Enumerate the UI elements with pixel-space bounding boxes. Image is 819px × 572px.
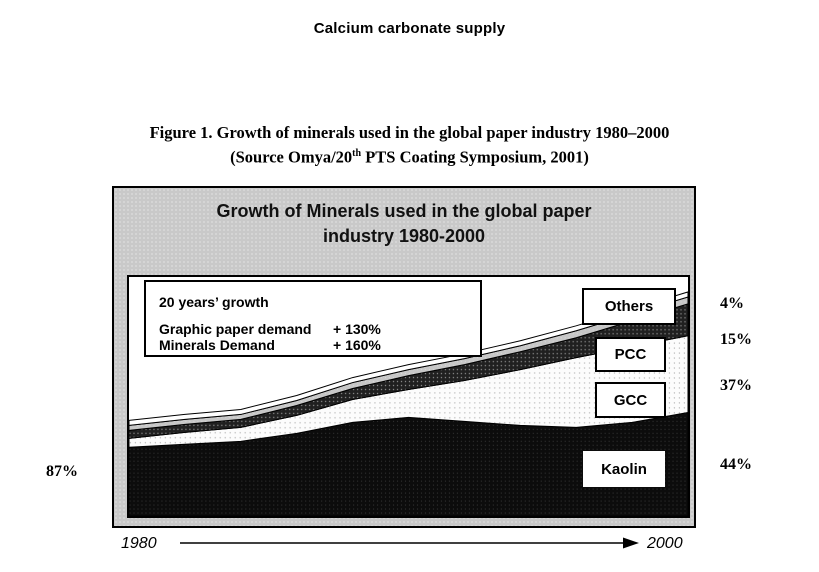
infobox-value: + 130% <box>333 321 381 337</box>
chart-title: Growth of Minerals used in the global pa… <box>114 199 694 249</box>
plot-area: 20 years’ growth Graphic paper demand + … <box>127 275 690 518</box>
share-label-kaolin-2000: 44% <box>720 456 752 473</box>
series-label-others: Others <box>582 288 676 325</box>
series-label-kaolin: Kaolin <box>583 451 665 487</box>
infobox-label: Minerals Demand <box>159 337 275 353</box>
chart-title-line1: Growth of Minerals used in the global pa… <box>216 201 592 221</box>
infobox-value: + 160% <box>333 337 381 353</box>
caption-source-suffix: PTS Coating Symposium, 2001) <box>361 147 589 167</box>
growth-infobox: 20 years’ growth Graphic paper demand + … <box>144 280 482 357</box>
chart-title-line2: industry 1980-2000 <box>322 226 486 246</box>
axis-label-1980: 1980 <box>121 535 157 552</box>
area-top-strip <box>129 292 688 425</box>
infobox-row-minerals: Minerals Demand + 160% <box>159 337 480 353</box>
share-label-gcc-2000: 37% <box>720 377 752 394</box>
time-arrow-icon <box>180 537 639 549</box>
share-label-pcc-2000: 15% <box>720 331 752 348</box>
page-title: Calcium carbonate supply <box>313 20 506 37</box>
caption-superscript: th <box>352 148 362 159</box>
infobox-heading: 20 years’ growth <box>159 294 269 310</box>
series-label-pcc: PCC <box>595 337 666 372</box>
axis-label-2000: 2000 <box>647 535 683 552</box>
stacked-area-chart <box>129 277 688 516</box>
chart-frame: Growth of Minerals used in the global pa… <box>112 186 696 528</box>
area-layers <box>129 292 688 516</box>
figure-caption: Figure 1. Growth of minerals used in the… <box>0 122 819 168</box>
figure-caption-line1: Figure 1. Growth of minerals used in the… <box>149 123 670 142</box>
series-label-gcc: GCC <box>595 382 666 418</box>
share-label-others-2000: 4% <box>720 295 744 312</box>
figure-caption-line2: (Source Omya/20th PTS Coating Symposium,… <box>0 143 819 168</box>
infobox-row-graphic-paper: Graphic paper demand + 130% <box>159 321 480 337</box>
share-label-kaolin-1980: 87% <box>46 463 78 480</box>
infobox-label: Graphic paper demand <box>159 321 312 337</box>
caption-source-prefix: (Source Omya/20 <box>230 147 353 167</box>
